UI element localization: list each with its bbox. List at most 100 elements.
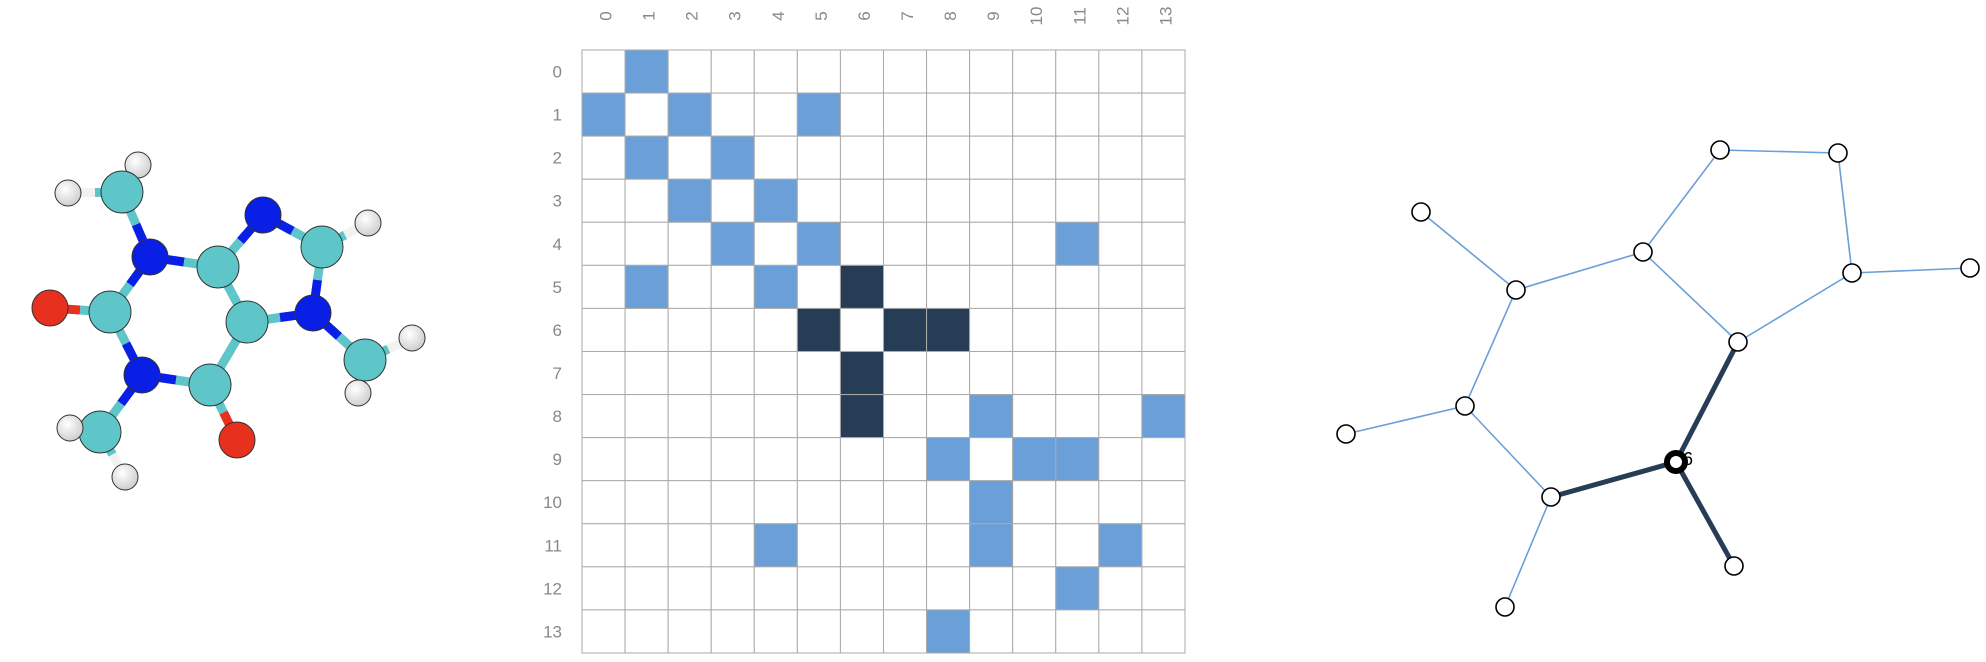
graph-edge xyxy=(1737,272,1853,343)
column-label: 9 xyxy=(984,11,1003,20)
matrix-cell xyxy=(581,92,626,137)
matrix-cell xyxy=(1055,523,1100,568)
matrix-cell xyxy=(969,178,1014,223)
row-label: 4 xyxy=(553,235,562,254)
atom-c xyxy=(100,170,144,214)
matrix-cell xyxy=(839,523,884,568)
matrix-cell xyxy=(624,178,669,223)
matrix-cell xyxy=(1141,609,1186,654)
row-label: 6 xyxy=(553,321,562,340)
matrix-cell xyxy=(753,523,798,568)
matrix-cell xyxy=(839,394,884,439)
matrix-cell xyxy=(839,178,884,223)
matrix-cell xyxy=(969,350,1014,396)
matrix-cell xyxy=(926,221,971,266)
graph-edge xyxy=(1851,267,1971,274)
matrix-cell xyxy=(1141,49,1186,94)
row-label: 12 xyxy=(543,579,562,598)
row-label: 7 xyxy=(553,364,562,383)
row-label: 10 xyxy=(543,493,562,512)
matrix-cell xyxy=(1012,92,1057,137)
matrix-cell xyxy=(753,92,798,137)
matrix-cell xyxy=(1141,480,1186,525)
matrix-cell xyxy=(624,480,669,525)
atom-c xyxy=(196,245,240,289)
matrix-cell xyxy=(1098,609,1143,654)
matrix-cell xyxy=(667,566,712,611)
graph-edge xyxy=(1719,149,1839,154)
matrix-cell xyxy=(1055,221,1100,266)
matrix-cell xyxy=(624,264,669,309)
matrix-cell xyxy=(969,437,1014,482)
graph-node xyxy=(1455,396,1475,416)
matrix-cell xyxy=(710,350,755,396)
matrix-cell xyxy=(796,135,841,180)
atom-o xyxy=(31,289,69,327)
column-label: 2 xyxy=(683,11,702,20)
matrix-cell xyxy=(839,135,884,180)
atom-h xyxy=(111,463,139,491)
column-label: 5 xyxy=(812,11,831,20)
graph-node xyxy=(1664,450,1688,474)
matrix-cell xyxy=(1012,350,1057,396)
matrix-cell xyxy=(926,264,971,309)
graph-edge xyxy=(1345,405,1466,435)
atom-h xyxy=(344,379,372,407)
atom-n xyxy=(123,356,161,394)
matrix-cell xyxy=(753,350,798,396)
atom-h xyxy=(54,179,82,207)
matrix-cell xyxy=(1055,394,1100,439)
column-label: 10 xyxy=(1027,7,1046,26)
matrix-cell xyxy=(1098,264,1143,309)
row-label: 13 xyxy=(543,622,562,641)
matrix-cell xyxy=(753,49,798,94)
column-label: 1 xyxy=(640,11,659,20)
row-label: 11 xyxy=(544,536,562,555)
atom-n xyxy=(131,238,169,276)
highlighted-node-label: 6 xyxy=(1683,449,1694,469)
matrix-cell xyxy=(710,609,755,654)
matrix-cell xyxy=(796,307,841,352)
matrix-cell xyxy=(667,92,712,137)
matrix-cell xyxy=(1141,394,1186,439)
matrix-cell xyxy=(882,437,928,482)
matrix-cell xyxy=(753,307,798,352)
matrix-cell xyxy=(1141,350,1186,396)
matrix-cell xyxy=(1141,307,1186,352)
matrix-cell xyxy=(926,92,971,137)
matrix-cell xyxy=(1055,92,1100,137)
matrix-cell xyxy=(1141,264,1186,309)
matrix-cell xyxy=(710,566,755,611)
matrix-cell xyxy=(581,49,626,94)
column-label: 6 xyxy=(855,11,874,20)
matrix-cell xyxy=(1012,480,1057,525)
matrix-cell xyxy=(839,221,884,266)
row-label: 9 xyxy=(553,450,562,469)
column-label: 0 xyxy=(597,11,616,20)
matrix-cell xyxy=(710,480,755,525)
matrix-cell xyxy=(1098,135,1143,180)
matrix-cell xyxy=(882,135,928,180)
graph-node xyxy=(1411,202,1431,222)
graph-node xyxy=(1541,487,1561,507)
atom-n xyxy=(294,294,332,332)
matrix-cell xyxy=(581,566,626,611)
graph-node xyxy=(1506,280,1526,300)
atom-c xyxy=(300,225,344,269)
matrix-cell xyxy=(624,49,669,94)
matrix-cell xyxy=(1141,566,1186,611)
matrix-cell xyxy=(969,480,1014,525)
matrix-cell xyxy=(882,523,928,568)
matrix-cell xyxy=(581,394,626,439)
graph-node xyxy=(1842,263,1862,283)
matrix-cell xyxy=(1141,92,1186,137)
matrix-cell xyxy=(581,523,626,568)
graph-edge xyxy=(1464,289,1517,407)
matrix-cell xyxy=(796,49,841,94)
matrix-cell xyxy=(796,92,841,137)
matrix-cell xyxy=(667,609,712,654)
matrix-cell xyxy=(1098,307,1143,352)
row-label: 0 xyxy=(553,63,562,82)
matrix-cell xyxy=(667,437,712,482)
